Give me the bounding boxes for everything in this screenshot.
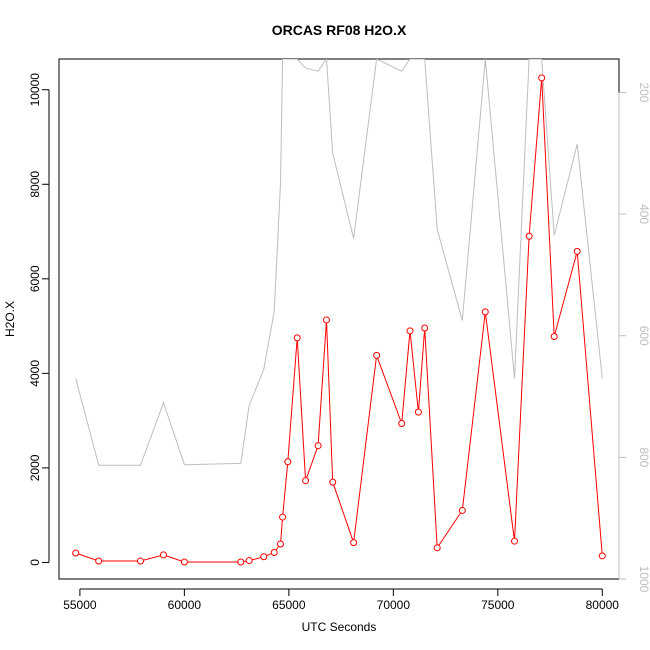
data-point [279,513,287,521]
x-tick-label: 60000 [168,598,202,612]
data-point [136,557,144,565]
data-point [398,419,406,427]
data-point [525,232,533,240]
y-axis-left: 0 2000 4000 6000 8000 10000 [28,73,50,566]
data-point [95,557,103,565]
y2-tick-label: 600 [637,326,650,346]
data-point [302,477,310,485]
y-tick-label: 8000 [28,171,42,198]
series-line-left [75,77,603,563]
y-tick-label: 10000 [28,73,42,107]
data-point [72,549,80,557]
series-layer [72,59,606,566]
x-axis: 55000 60000 65000 70000 75000 80000 [63,588,620,612]
data-point [276,540,284,548]
data-point [159,551,167,559]
data-point [314,442,322,450]
data-point [481,308,489,316]
data-point [511,537,519,545]
data-point [245,557,253,565]
y-tick-label: 4000 [28,360,42,387]
y2-tick-label: 800 [637,447,650,467]
data-point [406,327,414,335]
y-axis-label: H2O.X [3,301,17,337]
x-tick-label: 80000 [586,598,620,612]
data-point [550,332,558,340]
data-point [573,247,581,255]
data-point [538,74,546,82]
data-point [433,544,441,552]
y-tick-label: 0 [28,559,42,566]
y2-tick-label: 400 [637,204,650,224]
x-tick-label: 70000 [377,598,411,612]
data-point [260,553,268,561]
data-point [322,316,330,324]
y-axis-right: 200 400 600 800 1000 [618,82,650,593]
data-point [270,549,278,557]
y-tick-label: 6000 [28,265,42,292]
data-point [293,334,301,342]
data-point [421,324,429,332]
data-point [237,558,245,566]
data-point [180,558,188,566]
data-point [350,539,358,547]
y2-tick-label: 200 [637,82,650,102]
series-line-right [75,59,603,466]
data-point [414,408,422,416]
x-tick-label: 75000 [481,598,515,612]
data-point [598,552,606,560]
data-point [373,351,381,359]
y2-tick-label: 1000 [637,566,650,593]
y-tick-label: 2000 [28,454,42,481]
chart-title: ORCAS RF08 H2O.X [272,22,407,38]
x-tick-label: 65000 [272,598,306,612]
data-point [284,458,292,466]
data-point [458,506,466,514]
data-point [329,478,337,486]
x-tick-label: 55000 [63,598,97,612]
x-axis-label: UTC Seconds [302,620,377,634]
